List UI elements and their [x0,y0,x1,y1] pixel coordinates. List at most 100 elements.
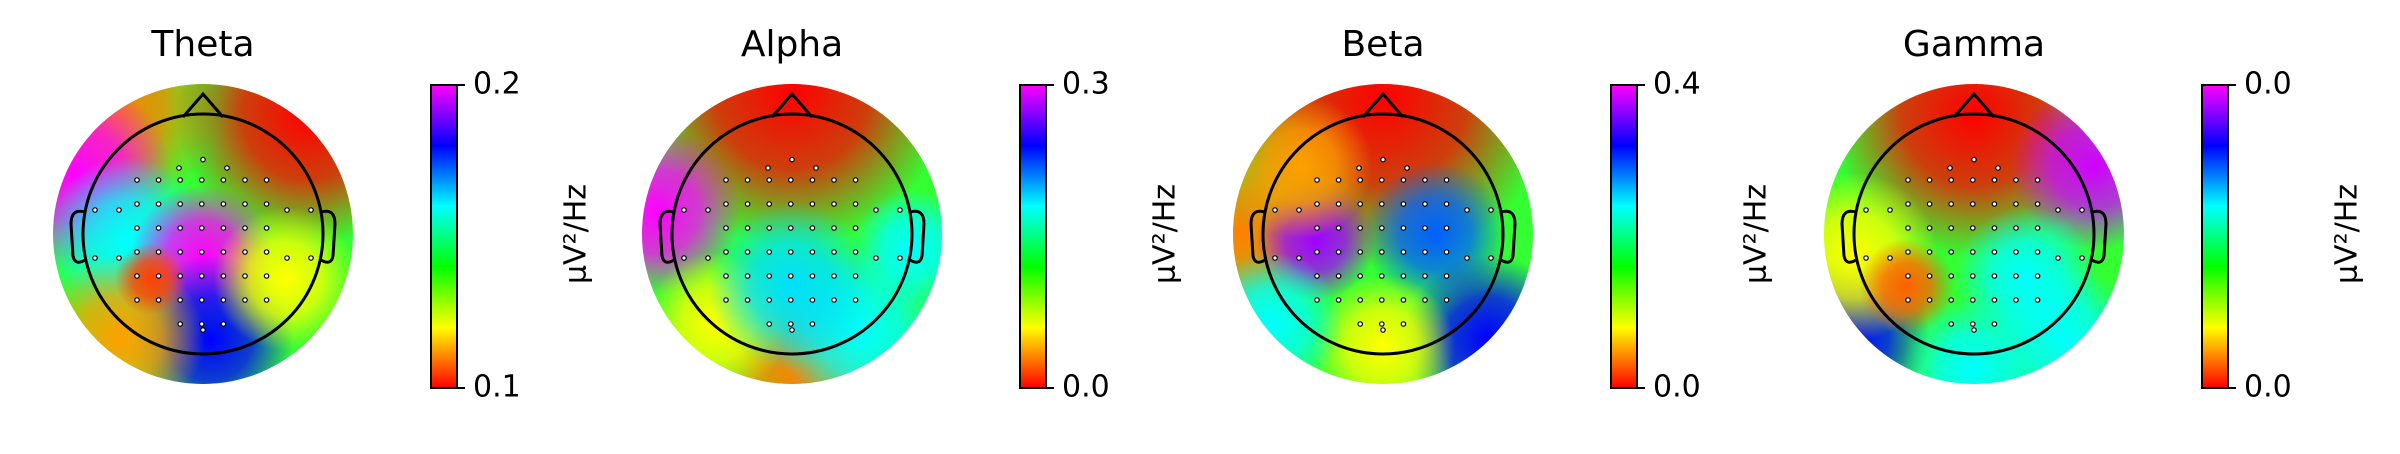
sensor [809,273,816,279]
sensor [1357,225,1364,231]
sensor [134,273,140,279]
sensor [199,273,205,279]
sensor [766,201,773,207]
panel-title: Alpha [741,24,843,65]
sensor [744,201,751,207]
sensor [1379,225,1385,231]
sensor [1948,201,1955,207]
sensor [787,249,794,255]
sensor [2013,297,2019,303]
sensor [1314,249,1320,255]
sensor [787,225,794,231]
right-ear [909,209,926,264]
sensor [199,201,205,207]
sensor [1948,225,1955,231]
sensor [831,177,837,183]
sensor [220,249,227,255]
colorbar-label: µV²/Hz [2330,184,2365,284]
sensor [220,297,227,303]
sensor [1335,297,1342,303]
sensor [2055,255,2061,261]
sensor [705,207,711,213]
sensor [177,177,184,183]
sensor [1443,273,1450,279]
right-ear [2091,209,2108,264]
sensor [1991,273,1998,279]
sensor [852,177,859,183]
colorbar-tick-label: 0.0 [2244,67,2292,102]
sensor [263,273,270,279]
sensor [2034,177,2041,183]
sensor [1488,255,1494,261]
head-outline [1261,112,1505,356]
topomap-panel: Gamma 0.0 0.0 µV²/Hz [1824,24,2365,405]
sensor [852,273,859,279]
colorbar-tick-label: 0.1 [473,370,521,405]
sensor [263,201,270,207]
field-blob [642,127,741,296]
sensor [2013,273,2019,279]
field-blob [114,243,187,315]
sensor [1905,273,1911,279]
sensor [308,207,314,213]
sensor [1905,297,1911,303]
sensor [177,273,184,279]
sensor [1970,225,1976,231]
topomap-panel: Alpha 0.0 0.3 µV²/Hz [642,24,1183,405]
colorbar-tick-label: 0.0 [1062,370,1110,405]
right-ear [1500,209,1517,264]
sensor [116,255,122,261]
sensor [1314,297,1320,303]
sensor [1400,273,1407,279]
sensor [766,321,773,327]
colorbar-label: µV²/Hz [1148,184,1183,284]
left-ear [1249,209,1266,264]
sensor [1400,201,1407,207]
sensor [1400,297,1407,303]
sensor [766,249,773,255]
field-blob [1902,297,2046,384]
sensor [1422,177,1428,183]
sensor [787,273,794,279]
sensor [1422,297,1428,303]
sensor [1422,201,1428,207]
sensor [263,177,270,183]
colorbar [430,84,458,389]
sensor [1357,273,1364,279]
sensor [809,297,816,303]
sensor [1863,207,1869,213]
sensor [199,177,205,183]
sensor [1335,177,1342,183]
sensor [134,177,140,183]
sensor [263,249,270,255]
sensor [224,165,230,171]
sensor [1335,273,1342,279]
sensor [1464,207,1470,213]
sensor [1335,249,1342,255]
sensor [2013,249,2019,255]
sensor [1357,249,1364,255]
sensor [2034,273,2041,279]
head-outline [670,112,914,356]
sensor [809,321,816,327]
sensor [1272,255,1278,261]
colorbar [1019,84,1047,389]
nose [181,91,225,118]
sensor [1443,201,1450,207]
sensor [744,225,751,231]
sensor [1970,321,1976,327]
sensor [831,201,837,207]
sensor [723,273,729,279]
sensor [789,327,795,333]
sensor [134,201,140,207]
sensor [1379,177,1385,183]
panel-title: Beta [1341,24,1424,65]
sensor [1947,165,1953,171]
sensor [705,255,711,261]
sensor [1926,273,1933,279]
sensor [1422,273,1428,279]
sensor [1379,273,1385,279]
sensor [199,225,205,231]
sensor [1991,225,1998,231]
